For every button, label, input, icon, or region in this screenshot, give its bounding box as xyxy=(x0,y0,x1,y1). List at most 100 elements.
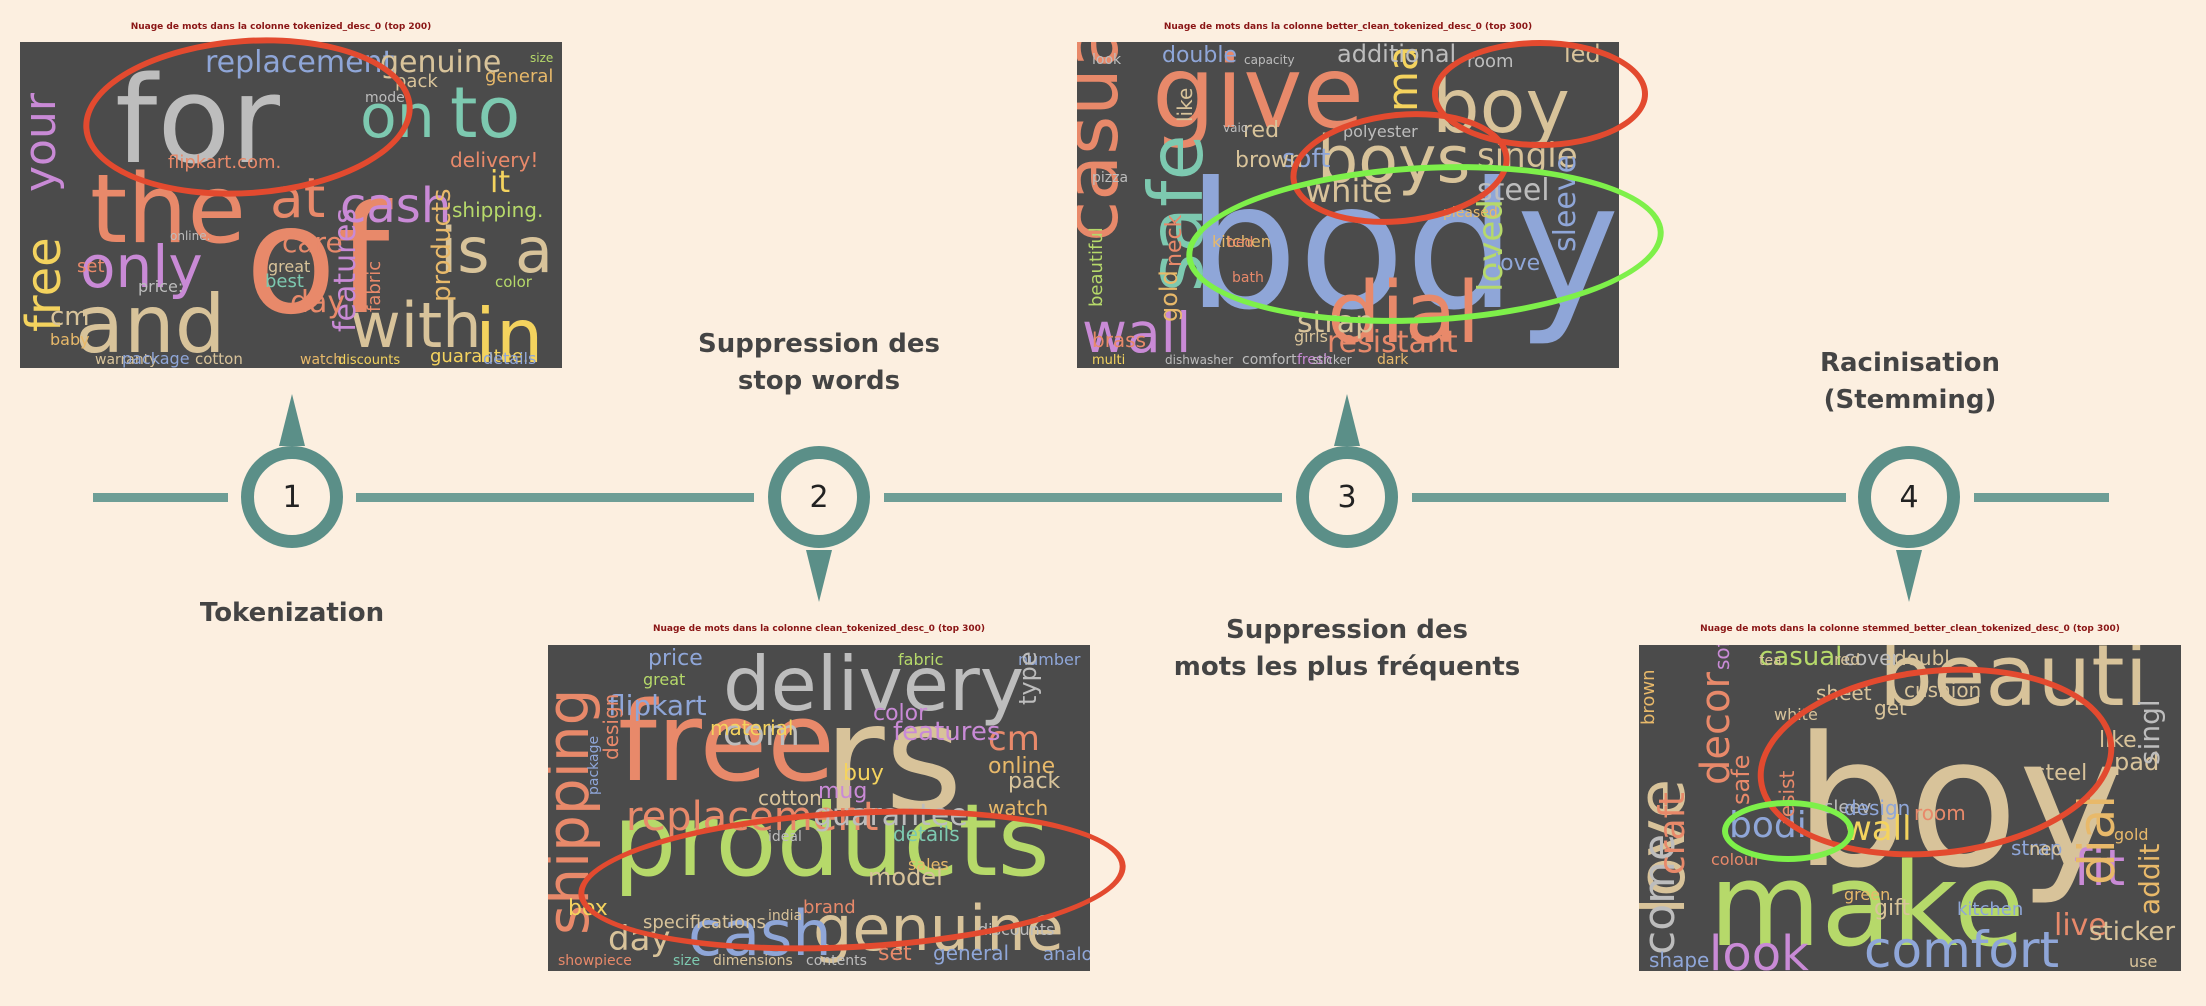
wordcloud-title-1: Nuage de mots dans la colonne tokenized_… xyxy=(130,22,432,32)
wordcloud-word: room xyxy=(1467,51,1514,72)
wordcloud-word: resistant xyxy=(1327,325,1458,360)
wordcloud-word: a xyxy=(515,214,553,287)
wordcloud-word: love xyxy=(1494,251,1540,276)
wordcloud-word: craft xyxy=(1652,792,1693,875)
wordcloud-word: give xyxy=(1152,42,1364,151)
wordcloud-word: great xyxy=(268,257,310,276)
step-label-line: Suppression des xyxy=(1226,615,1468,645)
wordcloud-word: strap xyxy=(1297,305,1374,340)
wordcloud-word: type xyxy=(1014,651,1042,705)
wordcloud-word: love xyxy=(1639,779,1700,915)
wordcloud-word: in xyxy=(475,292,543,368)
wordcloud-word: cushion xyxy=(1904,678,1981,702)
timeline-line xyxy=(1412,493,1846,502)
wordcloud-word: steel xyxy=(2034,761,2087,786)
wordcloud-word: model xyxy=(365,90,409,106)
wordcloud-word: mug xyxy=(818,779,867,804)
wordcloud-word: decor xyxy=(1693,672,1739,785)
wordcloud-word: look xyxy=(1709,926,1809,971)
wordcloud-word: get xyxy=(1874,696,1907,720)
wordcloud-word: brown xyxy=(1639,669,1659,725)
step-label-4: Racinisation (Stemming) xyxy=(1730,345,2090,419)
wordcloud-word: size xyxy=(530,51,553,65)
wordcloud-word: loved xyxy=(1471,199,1511,292)
wordcloud-word: casual xyxy=(1759,645,1842,672)
wordcloud-word: design xyxy=(599,694,623,760)
wordcloud-word: baby xyxy=(50,330,90,349)
wordcloud-word: cash xyxy=(688,897,832,970)
wordcloud-word: wall xyxy=(1082,301,1191,365)
timeline-line xyxy=(884,493,1282,502)
wordcloud-word: only xyxy=(80,233,203,301)
wordcloud-word: beauti xyxy=(1879,645,2148,726)
wordcloud-word: pad xyxy=(2114,748,2159,776)
wordcloud-word: additional xyxy=(1337,42,1456,68)
wordcloud-word: your xyxy=(20,92,66,192)
wordcloud-word: cash xyxy=(340,178,451,234)
step-label-line: mots les plus fréquents xyxy=(1173,652,1521,682)
wordcloud-1: for of and the with in to only free is a your on at re… xyxy=(20,42,562,368)
step-node-3: 3 xyxy=(1296,446,1398,548)
wordcloud-word: details xyxy=(483,349,536,368)
wordcloud-word: girls xyxy=(1294,327,1328,346)
wordcloud-title-2: Nuage de mots dans la colonne clean_toke… xyxy=(652,624,986,634)
wordcloud-word: watch xyxy=(300,352,342,368)
wordcloud-word: size xyxy=(673,953,700,969)
wordcloud-word: cm xyxy=(988,719,1040,759)
wordcloud-word: shipping. xyxy=(452,198,543,222)
wordcloud-word: beautiful xyxy=(1086,227,1107,307)
wordcloud-word: delivery xyxy=(723,645,1024,728)
wordcloud-word: dishwasher xyxy=(1165,353,1233,367)
wordcloud-2: products rs free delivery genuine cash shippin… xyxy=(548,645,1090,971)
step-node-2: 2 xyxy=(768,446,870,548)
wordcloud-word: india xyxy=(768,908,802,924)
wordcloud-word: sheet xyxy=(1816,681,1872,705)
wordcloud-word: boys xyxy=(1317,123,1470,198)
step-label-1: Tokenization xyxy=(142,595,442,632)
wordcloud-word: online. xyxy=(170,229,210,243)
step-label-line: stop words xyxy=(737,366,901,396)
wordcloud-word: brand xyxy=(803,897,856,918)
step-number: 2 xyxy=(809,479,829,515)
step-number: 4 xyxy=(1899,479,1919,515)
wordcloud-word: material xyxy=(710,716,793,740)
wordcloud-word: the xyxy=(90,155,246,265)
step-label-line: Suppression des xyxy=(698,329,940,359)
wordcloud-word: features xyxy=(893,717,1000,747)
wordcloud-word: package xyxy=(586,736,602,795)
wordcloud-title-3: Nuage de mots dans la colonne better_cle… xyxy=(1163,22,1533,32)
wordcloud-word: room xyxy=(1914,801,1966,825)
wordcloud-word: com xyxy=(723,713,800,754)
wordcloud-word: box xyxy=(568,896,608,921)
wordcloud-word: multi xyxy=(1092,353,1125,368)
wordcloud-word: like xyxy=(1173,88,1197,122)
wordcloud-word: details xyxy=(893,822,960,846)
wordcloud-word: color xyxy=(873,701,928,726)
wordcloud-word: cotton xyxy=(758,786,822,810)
wordcloud-word: guarantee. xyxy=(430,346,529,367)
wordcloud-word: on xyxy=(360,82,435,152)
wordcloud-word: genuine xyxy=(380,45,501,80)
wordcloud-word: sticker xyxy=(2089,917,2175,947)
wordcloud-word: shipping xyxy=(548,689,602,935)
wordcloud-word: products xyxy=(613,782,1050,899)
wordcloud-word: sticker xyxy=(1312,353,1352,367)
wordcloud-word: guarantee xyxy=(813,798,968,833)
wordcloud-word: kitchen xyxy=(1957,899,2023,920)
wordcloud-word: body xyxy=(1187,146,1619,349)
wordcloud-word: model xyxy=(868,863,943,891)
wordcloud-word: neck xyxy=(1162,214,1187,267)
step-node-4: 4 xyxy=(1858,446,1960,548)
wordcloud-word: price xyxy=(648,646,703,671)
wordcloud-word: gold xyxy=(1155,270,1183,322)
wordcloud-word: strap xyxy=(2011,836,2062,860)
wordcloud-word: soft xyxy=(1282,144,1330,174)
wordcloud-word: number xyxy=(1018,650,1081,669)
wordcloud-word: for xyxy=(115,52,281,191)
wordcloud-word: discounts xyxy=(338,353,400,368)
wordcloud-word: delivery! xyxy=(450,148,538,172)
wordcloud-word: addit xyxy=(2133,844,2166,915)
